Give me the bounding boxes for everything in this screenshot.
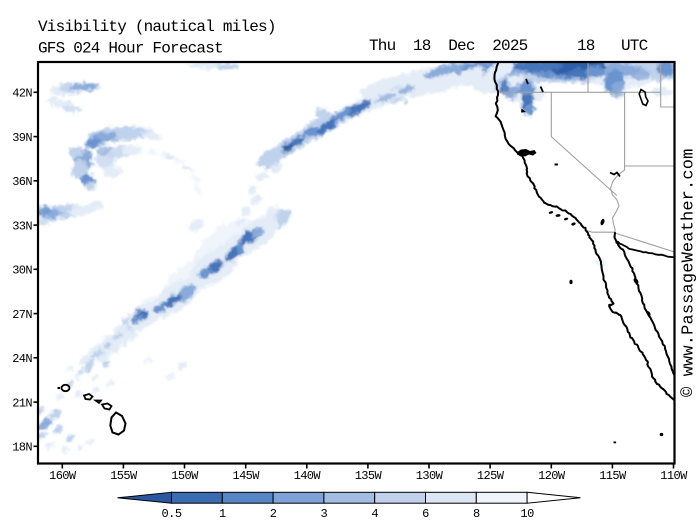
svg-text:27N: 27N	[12, 308, 32, 322]
svg-text:30N: 30N	[12, 264, 32, 278]
svg-text:125W: 125W	[477, 469, 505, 483]
svg-text:150W: 150W	[171, 469, 199, 483]
svg-text:145W: 145W	[232, 469, 260, 483]
svg-text:4: 4	[371, 507, 378, 521]
svg-text:10: 10	[520, 507, 534, 521]
svg-text:110W: 110W	[660, 469, 688, 483]
svg-text:36N: 36N	[12, 175, 32, 189]
svg-text:0.5: 0.5	[161, 507, 181, 521]
svg-text:2: 2	[270, 507, 277, 521]
svg-text:GFS 024 Hour Forecast: GFS 024 Hour Forecast	[38, 40, 223, 58]
svg-text:120W: 120W	[538, 469, 566, 483]
svg-text:1: 1	[219, 507, 226, 521]
svg-text:6: 6	[422, 507, 429, 521]
svg-text:39N: 39N	[12, 131, 32, 145]
svg-text:3: 3	[321, 507, 328, 521]
svg-text:18 UTC: 18 UTC	[577, 37, 648, 55]
svg-text:140W: 140W	[294, 469, 322, 483]
svg-text:42N: 42N	[12, 87, 32, 101]
svg-text:115W: 115W	[599, 469, 627, 483]
svg-text:Thu 18 Dec 2025: Thu 18 Dec 2025	[369, 37, 528, 55]
svg-text:21N: 21N	[12, 396, 32, 410]
svg-text:160W: 160W	[49, 469, 77, 483]
svg-text:18N: 18N	[12, 441, 32, 455]
svg-text:© www.PassageWeather.com: © www.PassageWeather.com	[680, 149, 699, 397]
svg-text:130W: 130W	[416, 469, 444, 483]
svg-text:135W: 135W	[355, 469, 383, 483]
svg-text:155W: 155W	[110, 469, 138, 483]
svg-text:33N: 33N	[12, 219, 32, 233]
svg-text:Visibility (nautical miles): Visibility (nautical miles)	[38, 18, 276, 36]
svg-text:8: 8	[473, 507, 480, 521]
svg-text:24N: 24N	[12, 352, 32, 366]
